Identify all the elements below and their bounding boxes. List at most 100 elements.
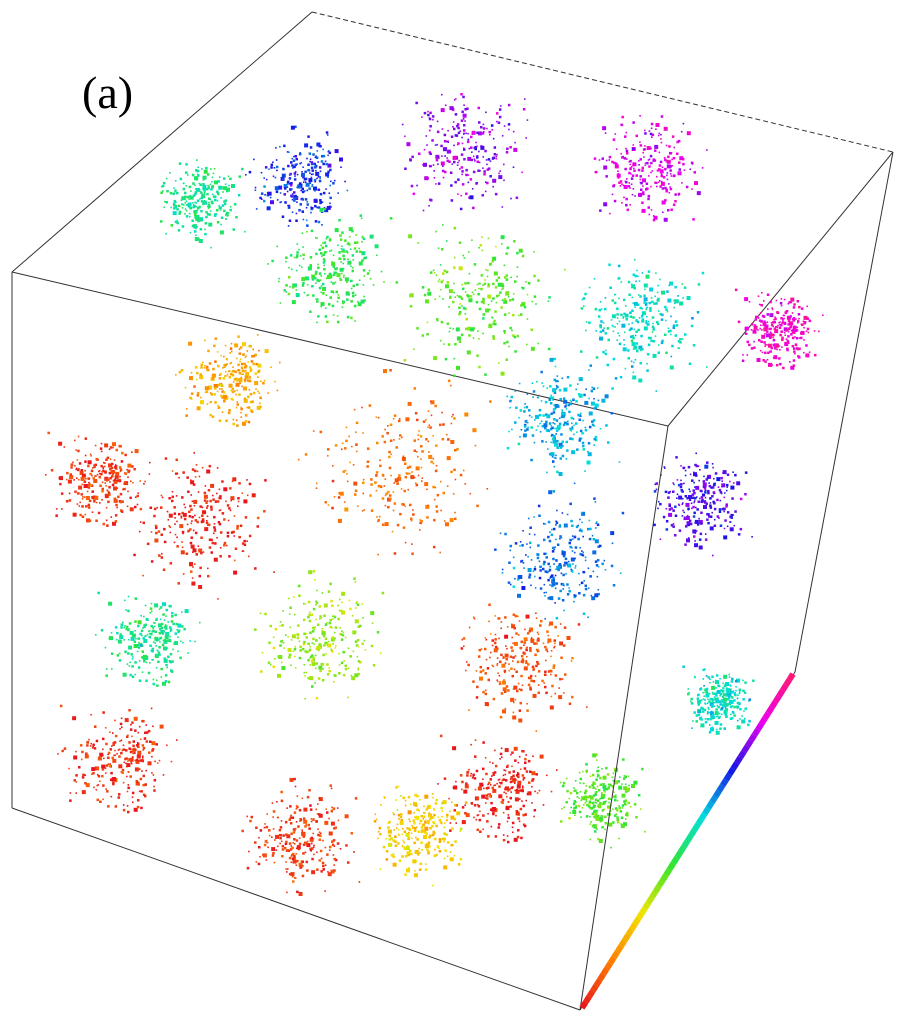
cloud-point [113, 459, 116, 461]
cloud-point [574, 594, 577, 597]
cloud-point [452, 126, 454, 128]
cloud-point [354, 320, 356, 322]
cloud-point [91, 496, 93, 498]
cloud-point [191, 520, 193, 522]
cloud-point [626, 178, 628, 180]
cloud-point [299, 182, 302, 185]
cloud-point [787, 330, 790, 333]
cloud-point [115, 638, 118, 641]
cloud-point [336, 842, 340, 845]
cloud-point [677, 295, 679, 297]
cloud-point [424, 826, 429, 831]
cloud-point [478, 246, 480, 249]
cloud-point [153, 621, 155, 624]
cloud-point [433, 518, 436, 522]
cloud-point [225, 218, 228, 220]
cloud-point [213, 198, 217, 202]
cloud-point [282, 167, 285, 171]
cloud-point [668, 503, 671, 506]
cloud-point [707, 491, 710, 495]
cloud-point [621, 202, 623, 204]
cloud-point [290, 845, 293, 847]
cloud-point [301, 210, 304, 213]
cloud-point [696, 508, 699, 511]
cloud-point [774, 316, 776, 318]
cloud-point [298, 656, 302, 660]
cloud-point [570, 569, 574, 573]
cloud-point [287, 635, 289, 638]
cloud-point [314, 626, 316, 628]
cloud-point [453, 266, 456, 269]
cloud-point [455, 327, 460, 332]
cloud-point [296, 251, 299, 254]
cloud-point [378, 515, 381, 518]
cloud-point [465, 661, 468, 663]
cloud-point [411, 155, 414, 159]
cloud-point [504, 662, 507, 664]
cloud-point [544, 685, 547, 689]
cloud-point [362, 481, 365, 485]
cloud-point [519, 545, 521, 547]
cloud-point [368, 404, 372, 407]
cloud-point [482, 127, 486, 130]
cloud-point [479, 244, 483, 247]
cloud-point [508, 561, 511, 564]
cloud-point [462, 469, 465, 472]
cloud-point [417, 474, 420, 477]
cloud-point [649, 307, 652, 310]
cloud-point [511, 674, 514, 678]
cloud-point [377, 837, 379, 840]
cloud-point [323, 287, 326, 290]
cloud-point [691, 507, 693, 510]
cloud-point [248, 850, 250, 853]
cloud-point [769, 335, 772, 338]
cloud-point [112, 473, 114, 475]
cloud-point [497, 826, 500, 829]
cloud-point [325, 162, 328, 166]
cloud-point [100, 472, 103, 476]
cloud-point [192, 483, 196, 486]
cloud-point [321, 627, 324, 630]
cloud-point [460, 153, 464, 156]
cloud-point [306, 869, 309, 872]
cloud-point [131, 658, 134, 660]
cloud-point [460, 166, 464, 169]
cloud-point [280, 820, 283, 822]
cloud-point [302, 843, 306, 847]
cloud-point [525, 661, 528, 664]
cloud-point [314, 276, 317, 280]
cloud-point [446, 149, 451, 154]
cloud-point [110, 476, 113, 479]
cloud-point [213, 557, 218, 562]
cloud-point [729, 515, 732, 519]
cloud-point [644, 132, 647, 135]
cloud-point [580, 307, 584, 310]
cloud-point [617, 277, 621, 280]
cloud-point [528, 576, 531, 579]
cloud-point [390, 474, 392, 477]
cloud-point [508, 312, 510, 314]
cloud-point [660, 341, 664, 345]
cloud-point [307, 135, 310, 138]
cloud-point [141, 671, 144, 673]
cloud-point [758, 340, 760, 342]
cloud-point [534, 790, 536, 793]
cloud-point [85, 505, 88, 508]
cloud-point [306, 157, 308, 160]
cloud-point [351, 676, 356, 681]
cloud-point [686, 497, 688, 499]
cloud-point [708, 484, 712, 488]
cloud-point [200, 520, 204, 524]
cloud-point [492, 788, 497, 793]
cloud-point [427, 113, 430, 117]
cloud-point [456, 143, 459, 146]
cloud-point [574, 565, 577, 567]
cloud-point [485, 794, 488, 797]
cloud-point [499, 752, 503, 756]
cloud-point [124, 625, 126, 627]
cloud-point [127, 609, 130, 613]
cloud-point [143, 624, 145, 626]
cloud-point [703, 487, 707, 490]
cloud-point [506, 748, 508, 751]
cloud-point [416, 808, 419, 811]
